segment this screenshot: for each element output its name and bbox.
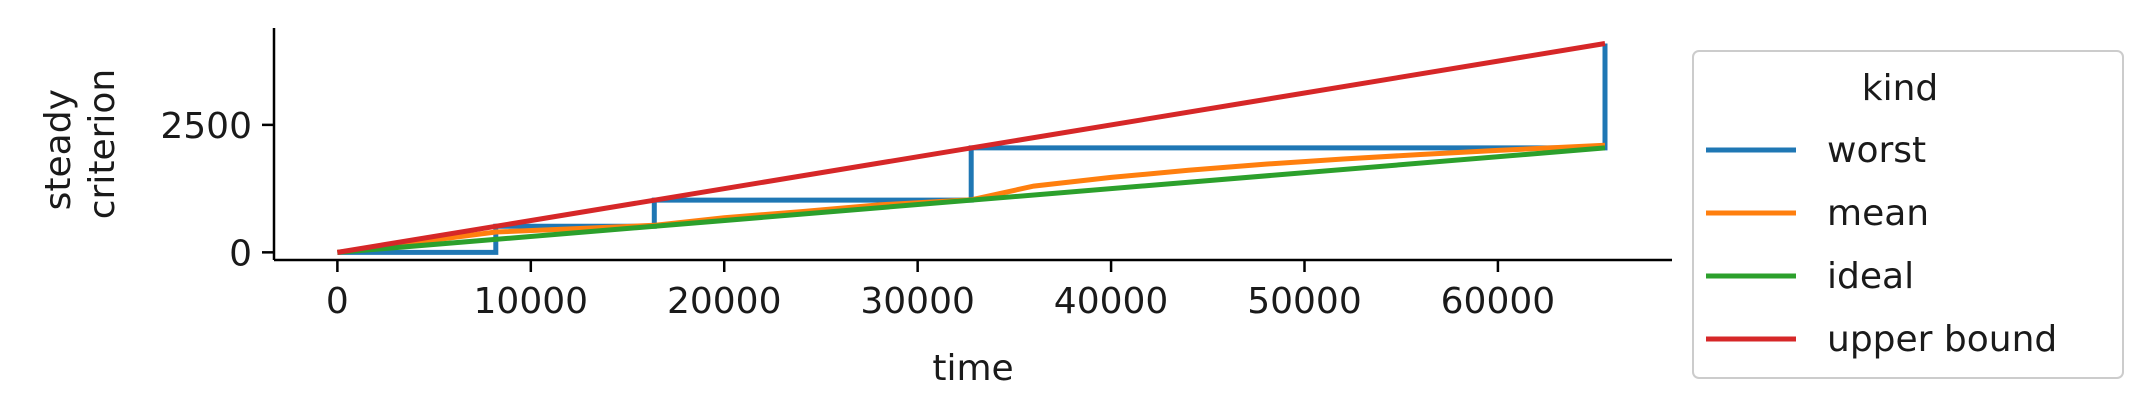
- legend-label-worst: worst: [1827, 130, 1926, 171]
- x-tick-label: 40000: [1054, 281, 1169, 322]
- x-tick-label: 0: [326, 281, 349, 322]
- series-line-ideal: [337, 145, 1606, 255]
- y-axis-label-line-2: criterion: [82, 69, 123, 220]
- y-ticks: 0 2500: [160, 106, 274, 274]
- legend-label-ideal: ideal: [1827, 256, 1914, 297]
- legend: kind worst mean ideal upper bound: [1692, 50, 2124, 379]
- x-ticks: 0 10000 20000 30000 40000 50000 60000: [326, 260, 1555, 322]
- x-tick-label: 20000: [667, 281, 782, 322]
- series-line-upper-bound: [336, 41, 1606, 255]
- y-tick-label: 0: [229, 233, 252, 274]
- x-tick-label: 60000: [1441, 281, 1556, 322]
- x-tick-label: 30000: [860, 281, 975, 322]
- y-axis-label: steady criterion: [38, 69, 123, 220]
- legend-title: kind: [1862, 68, 1939, 109]
- x-tick-label: 50000: [1247, 281, 1362, 322]
- legend-items: worst mean ideal upper bound: [1706, 130, 2057, 360]
- x-tick-label: 10000: [474, 281, 589, 322]
- plot-lines: [336, 41, 1608, 255]
- legend-label-mean: mean: [1827, 193, 1929, 234]
- legend-frame: [1692, 50, 2124, 379]
- legend-label-upper-bound: upper bound: [1827, 319, 2057, 360]
- y-tick-label: 2500: [160, 106, 252, 147]
- y-axis-label-line-1: steady: [38, 89, 79, 210]
- x-axis-label: time: [932, 348, 1013, 389]
